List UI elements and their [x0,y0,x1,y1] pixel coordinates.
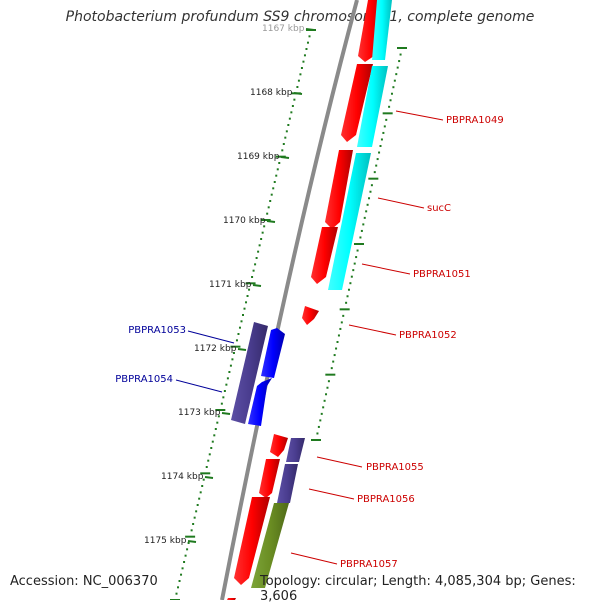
kbp-major-tick [221,412,231,415]
gene-arrow-cyan [357,66,388,147]
kbp-label: 1169 kbp [237,152,280,162]
gene-arrow-red [259,459,280,498]
kbp-major-tick [266,220,276,223]
gene-arrow-purple [277,464,298,503]
gene-leader-line [187,330,235,344]
kbp-major-tick [305,28,315,31]
gene-arrow-red [270,434,288,457]
gene-leader-line [377,197,425,209]
gene-arrow-blue [248,378,272,426]
gene-arrow-cyan [328,153,371,290]
gene-label[interactable]: PBPRA1057 [340,559,398,570]
kbp-label: 1172 kbp [194,344,237,354]
gene-arrow-olive [251,503,289,588]
gene-arrow-red [325,150,353,229]
gene-leader-line [308,488,355,500]
gene-label[interactable]: PBPRA1055 [366,462,424,473]
gene-leader-line [175,379,223,393]
kbp-major-tick [237,348,247,351]
gene-label[interactable]: PBPRA1056 [357,494,415,505]
gene-track-forward [302,0,392,325]
kbp-tick-marks [170,29,407,600]
kbp-label: 1170 kbp [223,216,266,226]
map-title: Photobacterium profundum SS9 chromosome … [65,9,535,25]
gene-arrow-red [311,227,338,284]
kbp-label: 1175 kbp [144,536,187,546]
gene-arrow-purple [231,322,268,424]
gene-leader-line [348,324,397,336]
gene-label[interactable]: sucC [427,203,451,214]
gene-arrow-cyan [372,0,392,60]
kbp-label: 1173 kbp [178,408,221,418]
gene-arrow-blue [261,328,285,378]
kbp-major-tick [293,92,303,95]
gene-arrow-purple [286,438,305,462]
genome-backbone [220,0,359,600]
kbp-labels: 1167 kbp 1168 kbp 1169 kbp 1170 kbp 1171 kbp… [144,24,315,546]
gene-track-lower [227,434,305,600]
kbp-major-tick [252,284,262,287]
gene-label[interactable]: PBPRA1049 [446,115,504,126]
gene-track-reverse [231,322,285,426]
kbp-label: 1168 kbp [250,88,293,98]
kbp-major-tick [204,476,214,479]
gene-arrow-red [234,497,270,585]
gene-arrow-red [341,64,373,142]
kbp-major-tick [280,156,290,159]
gene-leader-line [316,456,363,468]
gene-leader-line [290,552,338,565]
gene-leader-line [361,263,411,275]
gene-label[interactable]: PBPRA1053 [128,325,186,336]
gene-labels: PBPRA1049 sucC PBPRA1051 PBPRA1052 PBPRA1053… [115,110,504,570]
gene-label[interactable]: PBPRA1051 [413,269,471,280]
accession-text: Accession: NC_006370 [10,574,158,589]
gene-arrow-red [302,306,319,325]
gene-leader-line [395,110,444,121]
kbp-major-tick [187,540,197,543]
kbp-label: 1174 kbp [161,472,204,482]
kbp-label: 1167 kbp [262,24,305,34]
kbp-label: 1171 kbp [209,280,252,290]
gene-label[interactable]: PBPRA1054 [115,374,173,385]
gene-label[interactable]: PBPRA1052 [399,330,457,341]
